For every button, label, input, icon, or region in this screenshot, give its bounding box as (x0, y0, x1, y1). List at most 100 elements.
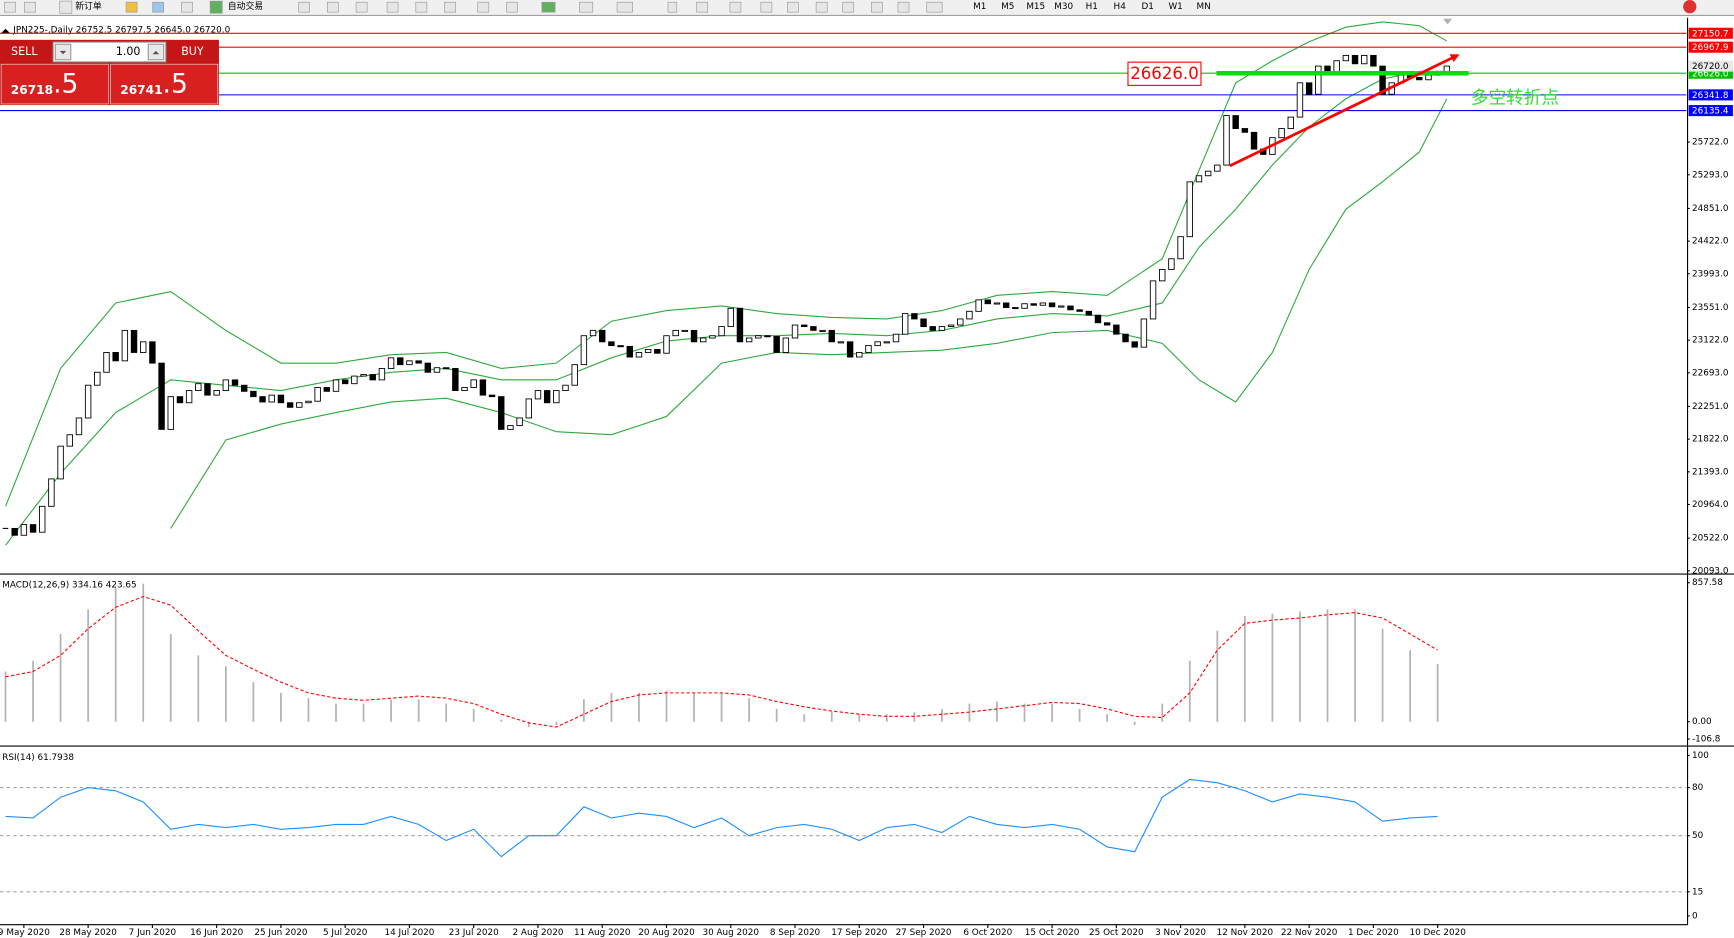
y-tick-label: 24422.0 (1692, 237, 1729, 247)
candle (1103, 322, 1111, 326)
candle (654, 348, 661, 354)
candle (1058, 305, 1065, 308)
candle (332, 379, 340, 392)
candle (360, 374, 367, 377)
candle (387, 357, 395, 369)
price-line-tag (1688, 41, 1733, 53)
timeframe-button[interactable]: H1 (1086, 2, 1098, 12)
timeframe-button[interactable]: M15 (1026, 2, 1045, 12)
y-tick-label: 21393.0 (1692, 467, 1729, 477)
candle (1223, 115, 1230, 166)
sell-button[interactable]: SELL (11, 45, 38, 58)
candle (938, 326, 946, 331)
buy-price-box[interactable] (110, 63, 219, 105)
y-tick-label: 857.58 (1692, 578, 1723, 588)
y-tick-label: 23551.0 (1692, 303, 1729, 313)
x-tick-label: 16 Jun 2020 (190, 928, 243, 938)
candle (1305, 82, 1313, 95)
price-line-tag (1688, 67, 1733, 79)
price-line-tag (1688, 105, 1733, 117)
x-tick-label: 22 Nov 2020 (1281, 928, 1338, 938)
macd-chart (4, 583, 1439, 728)
bid-price: 26718 (11, 83, 53, 97)
candle (39, 505, 46, 533)
lot-field[interactable] (52, 41, 167, 63)
y-tick-label: 80 (1692, 783, 1704, 793)
pivot-note: 多空转折点 (1471, 87, 1559, 108)
ask-price: 26741 (120, 83, 162, 97)
candle (571, 364, 578, 386)
bollinger-upper (5, 21, 1448, 507)
x-tick-label: 28 May 2020 (59, 928, 117, 938)
x-tick-label: 10 Dec 2020 (1409, 928, 1466, 938)
buy-button[interactable]: BUY (181, 45, 204, 58)
candle (681, 329, 689, 332)
x-tick-label: 15 Oct 2020 (1025, 928, 1080, 938)
candle (1333, 60, 1340, 72)
candle (846, 341, 854, 358)
candle (323, 387, 331, 392)
chart-layer: 26626.0 多空转折点 27150.7 26967.9 26626.0 26341.8… (0, 21, 1733, 938)
candle (947, 324, 955, 328)
rsi-title: RSI(14) 61.7938 (2, 753, 74, 763)
candle (865, 345, 872, 353)
candle (1250, 131, 1258, 150)
candle (589, 329, 597, 337)
candle (231, 379, 239, 386)
candle (626, 345, 633, 358)
new-order-button[interactable]: 新订单 (75, 0, 102, 12)
candle (140, 341, 147, 353)
x-tick-label: 25 Oct 2020 (1089, 928, 1144, 938)
timeframe-button[interactable]: M1 (973, 2, 986, 12)
timeframe-button[interactable]: MN (1197, 2, 1211, 12)
candle (1021, 303, 1028, 309)
candle (580, 335, 588, 366)
auto-trading-button[interactable]: 自动交易 (228, 0, 263, 12)
candle (1296, 82, 1304, 118)
candle (158, 362, 165, 430)
candle (130, 329, 138, 353)
x-tick-label: 30 Aug 2020 (702, 928, 759, 938)
timeframe-button[interactable]: M30 (1054, 2, 1073, 12)
price-line-tag (1688, 27, 1733, 39)
timeframe-button[interactable]: W1 (1168, 2, 1182, 12)
candle (66, 434, 73, 447)
candle (773, 336, 780, 353)
candle (727, 307, 734, 328)
candle (975, 299, 982, 312)
candle (957, 318, 964, 326)
x-tick-label: 9 May 2020 (0, 928, 50, 938)
candle (764, 335, 771, 338)
candle (167, 396, 174, 430)
timeframe-button[interactable]: D1 (1141, 2, 1153, 12)
lot-value[interactable]: 1.00 (116, 45, 141, 58)
candle (397, 357, 404, 366)
price-line-label: 26626.0 (1692, 69, 1729, 79)
price-chart (0, 21, 1687, 546)
candle (1039, 302, 1047, 306)
candle (920, 318, 927, 328)
candle (901, 313, 909, 335)
candle (856, 352, 863, 358)
candle (755, 335, 762, 339)
timeframe-button[interactable]: M5 (1001, 2, 1014, 12)
candle (516, 417, 523, 427)
candle (617, 345, 624, 348)
pivot-label-box (1127, 61, 1202, 86)
timeframe-button[interactable]: H4 (1114, 2, 1127, 12)
candle (1048, 302, 1056, 308)
bollinger-lower (170, 98, 1448, 529)
candle (791, 324, 799, 339)
price-line-label: 26341.8 (1692, 91, 1729, 101)
candle (415, 360, 422, 364)
x-tick-label: 17 Sep 2020 (831, 928, 887, 938)
candle (1149, 280, 1157, 320)
ask-fraction: .5 (163, 69, 188, 100)
x-tick-label: 20 Aug 2020 (638, 928, 695, 938)
candle (112, 352, 119, 362)
sell-price-box[interactable] (0, 63, 109, 105)
y-tick-label: -106.8 (1692, 735, 1721, 745)
x-tick-label: 1 Dec 2020 (1348, 928, 1399, 938)
candle (1159, 268, 1166, 282)
trade-panel: SELL 1.00 BUY 26718 .5 26741 .5 (0, 39, 219, 106)
